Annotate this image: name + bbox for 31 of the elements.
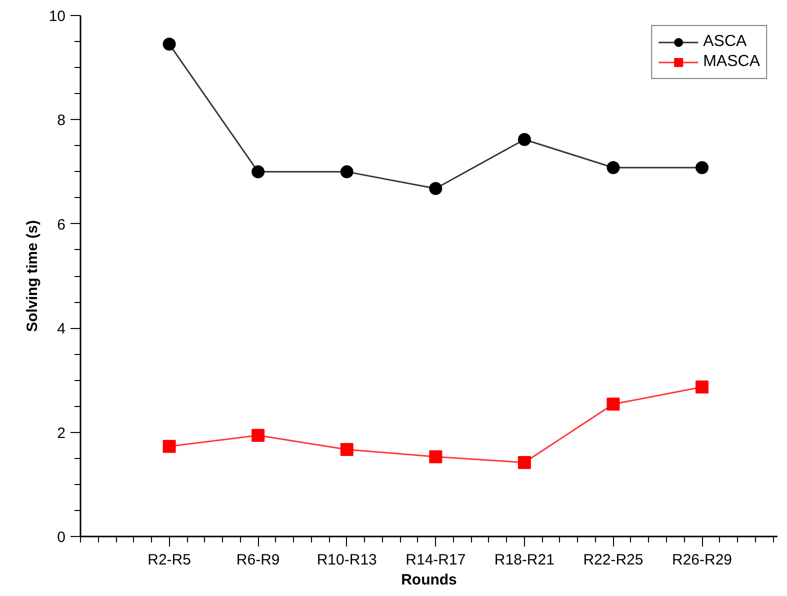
- point: [429, 182, 442, 195]
- x-tick-label: R26-R29: [672, 552, 732, 568]
- x-tick-label: R2-R5: [148, 552, 191, 568]
- y-axis-title: Solving time (s): [24, 220, 41, 332]
- x-tick-label: R18-R21: [494, 552, 554, 568]
- y-tick-label: 2: [57, 424, 66, 442]
- y-tick-label: 6: [57, 216, 66, 234]
- point: [696, 161, 709, 174]
- point: [606, 398, 620, 411]
- point: [606, 161, 620, 174]
- point: [162, 440, 176, 453]
- x-axis-title: Rounds: [401, 572, 457, 588]
- x-tick-label: R10-R13: [316, 552, 377, 568]
- x-tick-label: R6-R9: [236, 552, 280, 568]
- y-tick-label: 10: [48, 8, 66, 25]
- legend-label: MASCA: [703, 53, 760, 71]
- point: [252, 165, 265, 178]
- point: [162, 38, 176, 51]
- point: [518, 133, 531, 146]
- point: [518, 456, 531, 470]
- legend-label: ASCA: [703, 33, 747, 51]
- y-tick-label: 8: [57, 112, 66, 130]
- y-tick-label: 4: [57, 320, 66, 338]
- point: [696, 380, 709, 394]
- point: [252, 428, 265, 442]
- point: [429, 450, 442, 464]
- x-tick-label: R22-R25: [583, 552, 644, 568]
- x-tick-label: R14-R17: [406, 552, 466, 568]
- point: [340, 442, 354, 456]
- y-tick-label: 0: [57, 529, 66, 546]
- point: [340, 165, 354, 178]
